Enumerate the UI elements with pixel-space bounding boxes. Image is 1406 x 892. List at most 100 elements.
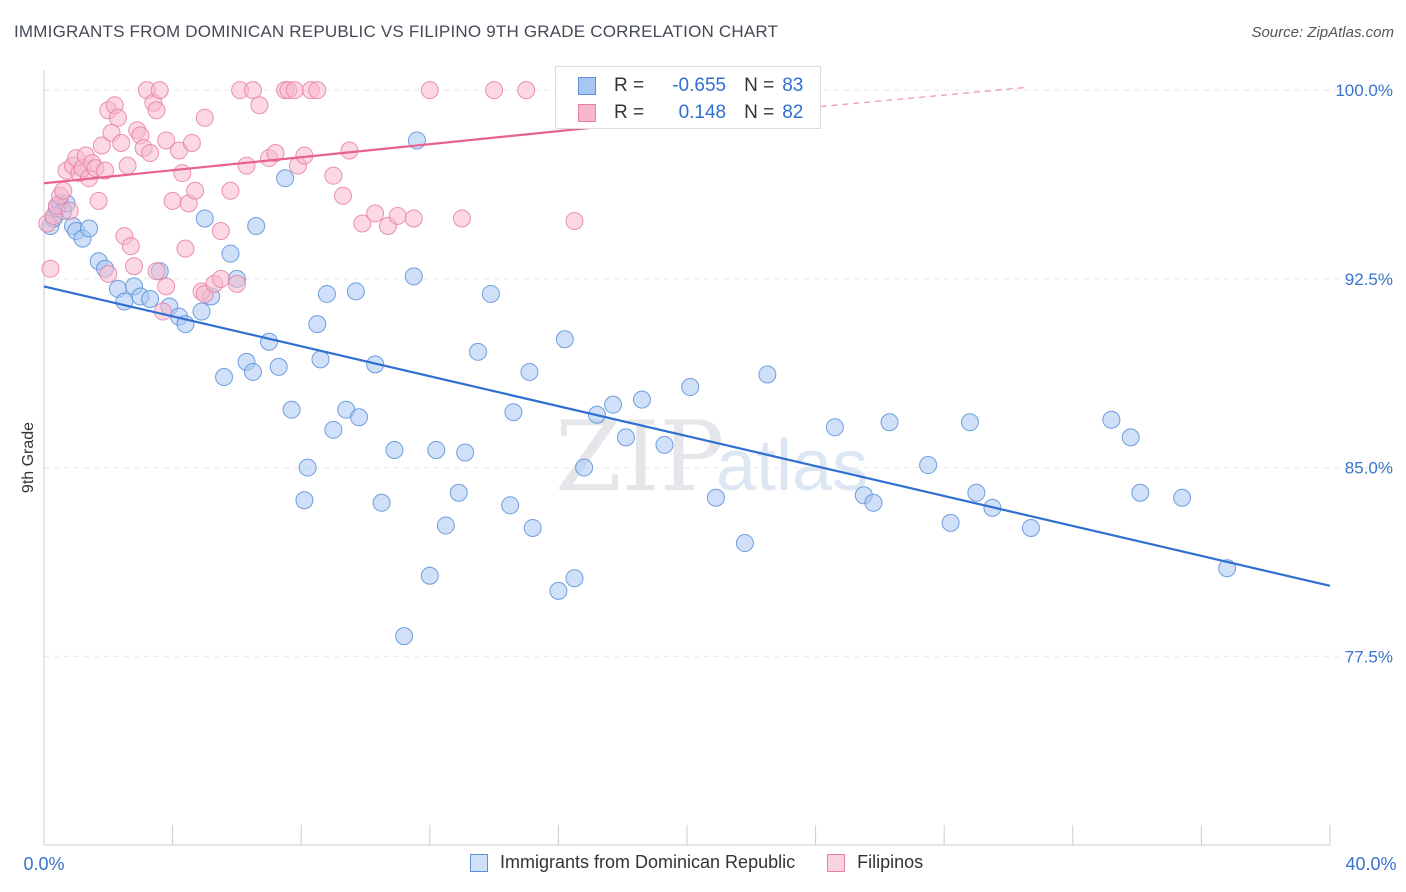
point-dominican <box>481 284 500 303</box>
legend-r-label: R = <box>614 75 645 96</box>
point-filipinos <box>41 259 60 278</box>
chart-title: IMMIGRANTS FROM DOMINICAN REPUBLIC VS FI… <box>14 22 779 41</box>
point-filipinos <box>340 141 359 160</box>
point-dominican <box>215 367 234 386</box>
point-filipinos <box>388 206 407 225</box>
legend-row-filipinos: R = 0.148 N = 82 <box>578 100 803 126</box>
point-dominican <box>565 569 584 588</box>
point-filipinos <box>517 81 536 100</box>
watermark-zip: ZIP <box>555 401 724 513</box>
point-filipinos <box>420 81 439 100</box>
x-tick-label: 40.0% <box>1345 854 1396 874</box>
trend-line-filipinos <box>43 126 591 185</box>
axis-labels: 77.5% 85.0% 92.5% 100.0% 0.0% 40.0% 9th Grade <box>20 81 1397 874</box>
point-filipinos <box>176 239 195 258</box>
legend-row-dominican: R = -0.655 N = 83 <box>578 73 803 99</box>
point-filipinos <box>141 144 160 163</box>
point-dominican <box>735 534 754 553</box>
point-dominican <box>1173 488 1192 507</box>
point-dominican <box>395 627 414 646</box>
point-dominican <box>575 458 594 477</box>
point-filipinos <box>153 302 172 321</box>
point-dominican <box>298 458 317 477</box>
point-filipinos <box>182 133 201 152</box>
point-filipinos <box>108 108 127 127</box>
legend-n-label: N = <box>744 75 775 96</box>
point-filipinos <box>243 81 262 100</box>
x-tick-label: 0.0% <box>23 854 64 874</box>
point-filipinos <box>195 108 214 127</box>
point-filipinos <box>308 81 327 100</box>
point-dominican <box>655 435 674 454</box>
point-dominican <box>192 302 211 321</box>
point-dominican <box>864 493 883 512</box>
point-dominican <box>1131 483 1150 502</box>
source-label: Source: ZipAtlas.com <box>1251 24 1394 41</box>
point-dominican <box>276 169 295 188</box>
grid-lines <box>44 89 1392 657</box>
legend-n-value: 82 <box>782 102 804 123</box>
legend-r-label: R = <box>614 102 645 123</box>
point-dominican <box>632 390 651 409</box>
point-dominican <box>436 516 455 535</box>
point-filipinos <box>285 81 304 100</box>
point-filipinos <box>60 201 79 220</box>
legend-n-value: 83 <box>782 75 804 96</box>
y-tick-label: 92.5% <box>1345 270 1393 289</box>
point-filipinos <box>266 144 285 163</box>
point-dominican <box>221 244 240 263</box>
point-dominican <box>295 491 314 510</box>
point-filipinos <box>157 131 176 150</box>
legend-item-filipinos[interactable]: Filipinos <box>827 852 923 873</box>
point-dominican <box>1102 410 1121 429</box>
watermark-atlas: atlas <box>716 426 868 506</box>
point-filipinos <box>186 181 205 200</box>
point-filipinos <box>237 156 256 175</box>
point-filipinos <box>147 262 166 281</box>
trend-line-filipinos-extension <box>590 87 1025 129</box>
point-filipinos <box>150 81 169 100</box>
point-dominican <box>469 342 488 361</box>
series-legend: Immigrants from Dominican Republic Filip… <box>470 852 955 873</box>
point-filipinos <box>173 164 192 183</box>
legend-n-label: N = <box>744 102 775 123</box>
point-filipinos <box>366 204 385 223</box>
y-tick-label: 100.0% <box>1335 81 1393 100</box>
legend-label-dominican: Immigrants from Dominican Republic <box>500 852 796 872</box>
point-filipinos <box>163 191 182 210</box>
point-filipinos <box>99 264 118 283</box>
axes <box>43 70 1331 846</box>
point-filipinos <box>54 181 73 200</box>
point-dominican <box>549 581 568 600</box>
point-filipinos <box>404 209 423 228</box>
point-dominican <box>706 488 725 507</box>
point-dominican <box>350 408 369 427</box>
legend-swatch-dominican <box>470 853 488 872</box>
trend-line-dominican <box>43 285 1331 587</box>
point-filipinos <box>452 209 471 228</box>
point-filipinos <box>485 81 504 100</box>
point-dominican <box>681 378 700 397</box>
legend-r-value: 0.148 <box>678 102 727 123</box>
point-dominican <box>427 440 446 459</box>
legend-item-dominican[interactable]: Immigrants from Dominican Republic <box>470 852 795 873</box>
point-dominican <box>260 332 279 351</box>
trend-lines <box>43 87 1331 587</box>
point-dominican <box>346 282 365 301</box>
legend-swatch-filipinos <box>578 104 596 122</box>
point-dominican <box>243 362 262 381</box>
point-dominican <box>456 443 475 462</box>
point-dominican <box>308 315 327 334</box>
point-dominican <box>504 403 523 422</box>
point-dominican <box>825 418 844 437</box>
point-dominican <box>317 284 336 303</box>
point-dominican <box>247 217 266 236</box>
point-dominican <box>449 483 468 502</box>
point-dominican <box>282 400 301 419</box>
point-filipinos <box>92 136 111 155</box>
point-filipinos <box>227 274 246 293</box>
legend-swatch-filipinos <box>827 853 846 872</box>
point-dominican <box>880 413 899 432</box>
point-dominican <box>501 496 520 515</box>
y-tick-label: 77.5% <box>1345 647 1393 666</box>
